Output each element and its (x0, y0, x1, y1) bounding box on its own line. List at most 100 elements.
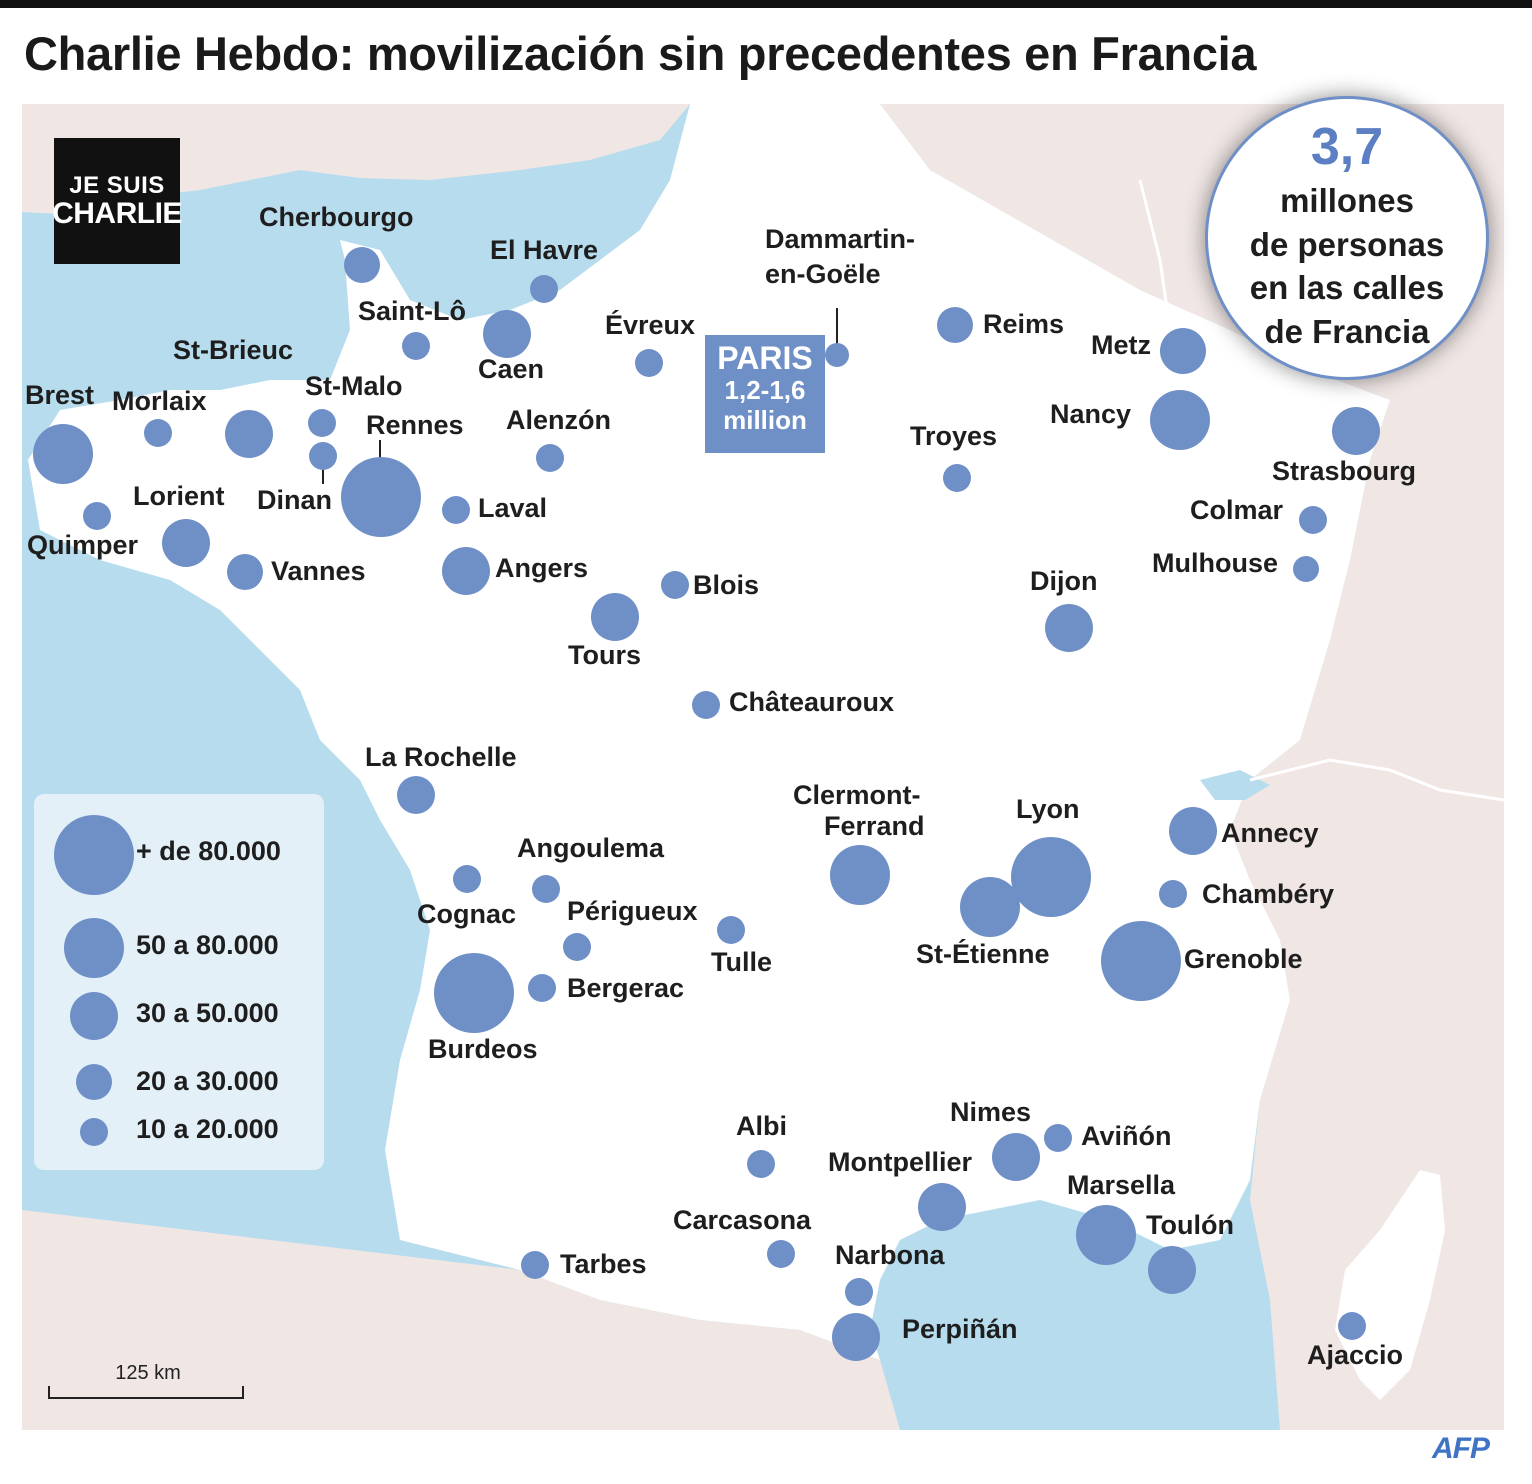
legend-label-1: + de 80.000 (136, 836, 281, 866)
bubble-chateauroux (692, 691, 720, 719)
city-label-quimper: Quimper (27, 530, 139, 560)
bubble-colmar (1299, 506, 1327, 534)
paris-range: 1,2-1,6 (724, 375, 806, 406)
total-stat-text: millones de personas en las calles de Fr… (1208, 179, 1486, 353)
bubble-ajaccio (1338, 1312, 1366, 1340)
bubble-el-havre (530, 275, 558, 303)
bubble-dijon (1045, 604, 1093, 652)
bubble-annecy (1169, 807, 1217, 855)
city-label-annecy: Annecy (1221, 818, 1319, 848)
city-label-troyes: Troyes (910, 421, 998, 451)
city-label-saint-lo: Saint-Lô (358, 296, 466, 326)
city-label-albi: Albi (736, 1111, 787, 1141)
legend-bubble-4 (76, 1064, 112, 1100)
bubble-dammartin (825, 343, 849, 367)
scale-label: 125 km (115, 1362, 181, 1384)
city-label-caen: Caen (478, 354, 545, 384)
bubble-vannes (227, 554, 263, 590)
bubble-brest (33, 424, 93, 484)
city-label-marsella: Marsella (1067, 1170, 1176, 1200)
corsica-land (1335, 1170, 1445, 1400)
scale-line (48, 1386, 244, 1399)
total-stat-number: 3,7 (1310, 118, 1384, 176)
city-label-tulle: Tulle (711, 947, 773, 977)
city-label-avinon: Aviñón (1081, 1121, 1172, 1151)
bubble-la-rochelle (397, 776, 435, 814)
bubble-reims (937, 307, 973, 343)
bubble-grenoble (1101, 921, 1181, 1001)
city-label-alenzon: Alenzón (506, 405, 611, 435)
city-label-reims: Reims (983, 309, 1065, 339)
legend-bubble-2 (64, 918, 124, 978)
city-label-vannes: Vannes (271, 556, 366, 586)
bubble-troyes (943, 464, 971, 492)
legend-label-3: 30 a 50.000 (136, 998, 279, 1028)
city-label-clermont-2: Ferrand (824, 811, 925, 841)
city-label-el-havre: El Havre (490, 235, 599, 265)
bubble-avinon (1044, 1124, 1072, 1152)
total-stat-line-2: de personas (1249, 225, 1445, 263)
bubble-st-etienne (960, 877, 1020, 937)
bubble-chambery (1159, 880, 1187, 908)
city-label-chateauroux: Châteauroux (729, 687, 895, 717)
bubble-cherbourgo (344, 247, 380, 283)
afp-logo: AFP (1432, 1432, 1490, 1465)
bubble-clermont (830, 845, 890, 905)
bubble-mulhouse (1293, 556, 1319, 582)
city-label-toulon: Toulón (1146, 1210, 1234, 1240)
bubbles (33, 247, 1380, 1361)
city-label-perpinan: Perpiñán (902, 1314, 1018, 1344)
bubble-tours (591, 593, 639, 641)
legend-label-5: 10 a 20.000 (136, 1114, 279, 1144)
scale-bar: 125 km (48, 1360, 244, 1400)
legend-label-4: 20 a 30.000 (136, 1066, 279, 1096)
city-label-angers: Angers (495, 553, 589, 583)
city-label-dammartin-2: en-Goële (765, 259, 881, 289)
total-stat-circle: 3,7 millones de personas en las calles d… (1205, 96, 1489, 380)
bubble-perigueux (563, 933, 591, 961)
bubble-rennes (341, 457, 421, 537)
bubble-st-brieuc (225, 410, 273, 458)
city-label-ajaccio: Ajaccio (1307, 1340, 1404, 1370)
bubble-laval (442, 496, 470, 524)
city-label-lyon: Lyon (1016, 794, 1080, 824)
city-label-nancy: Nancy (1050, 399, 1132, 429)
bubble-quimper (83, 502, 111, 530)
paris-unit: million (723, 405, 807, 436)
city-label-st-etienne: St-Étienne (916, 939, 1050, 969)
city-label-angoulema: Angoulema (517, 833, 665, 863)
bubble-toulon (1148, 1246, 1196, 1294)
bubble-lyon (1011, 837, 1091, 917)
city-label-montpellier: Montpellier (828, 1147, 973, 1177)
spain-land (22, 1210, 900, 1430)
city-label-brest: Brest (25, 380, 95, 410)
total-stat-line-4: de Francia (1264, 312, 1430, 350)
city-label-cherbourgo: Cherbourgo (259, 202, 414, 232)
badge-line-1: JE SUIS (69, 172, 165, 200)
size-legend: + de 80.000 50 a 80.000 30 a 50.000 20 a… (34, 794, 324, 1170)
city-label-narbona: Narbona (835, 1240, 945, 1270)
page-title: Charlie Hebdo: movilización sin preceden… (24, 27, 1257, 80)
total-stat-line-1: millones (1280, 182, 1414, 219)
bubble-morlaix (144, 419, 172, 447)
city-label-strasbourg: Strasbourg (1272, 456, 1417, 486)
bubble-lorient (162, 519, 210, 567)
city-label-lorient: Lorient (133, 481, 225, 511)
bubble-metz (1160, 328, 1206, 374)
bubble-tarbes (521, 1251, 549, 1279)
bubble-montpellier (918, 1183, 966, 1231)
city-label-carcasona: Carcasona (673, 1205, 812, 1235)
north-east-neighbors (880, 104, 1504, 1430)
paris-name: PARIS (717, 340, 813, 376)
city-label-laval: Laval (478, 493, 548, 523)
bubble-strasbourg (1332, 407, 1380, 455)
bubble-nimes (992, 1133, 1040, 1181)
bubble-tulle (717, 916, 745, 944)
city-label-colmar: Colmar (1190, 495, 1284, 525)
city-label-tours: Tours (568, 640, 641, 670)
bubble-saint-lo (402, 332, 430, 360)
city-label-mulhouse: Mulhouse (1152, 548, 1278, 578)
city-label-metz: Metz (1091, 330, 1151, 360)
legend-bubble-5 (80, 1118, 108, 1146)
